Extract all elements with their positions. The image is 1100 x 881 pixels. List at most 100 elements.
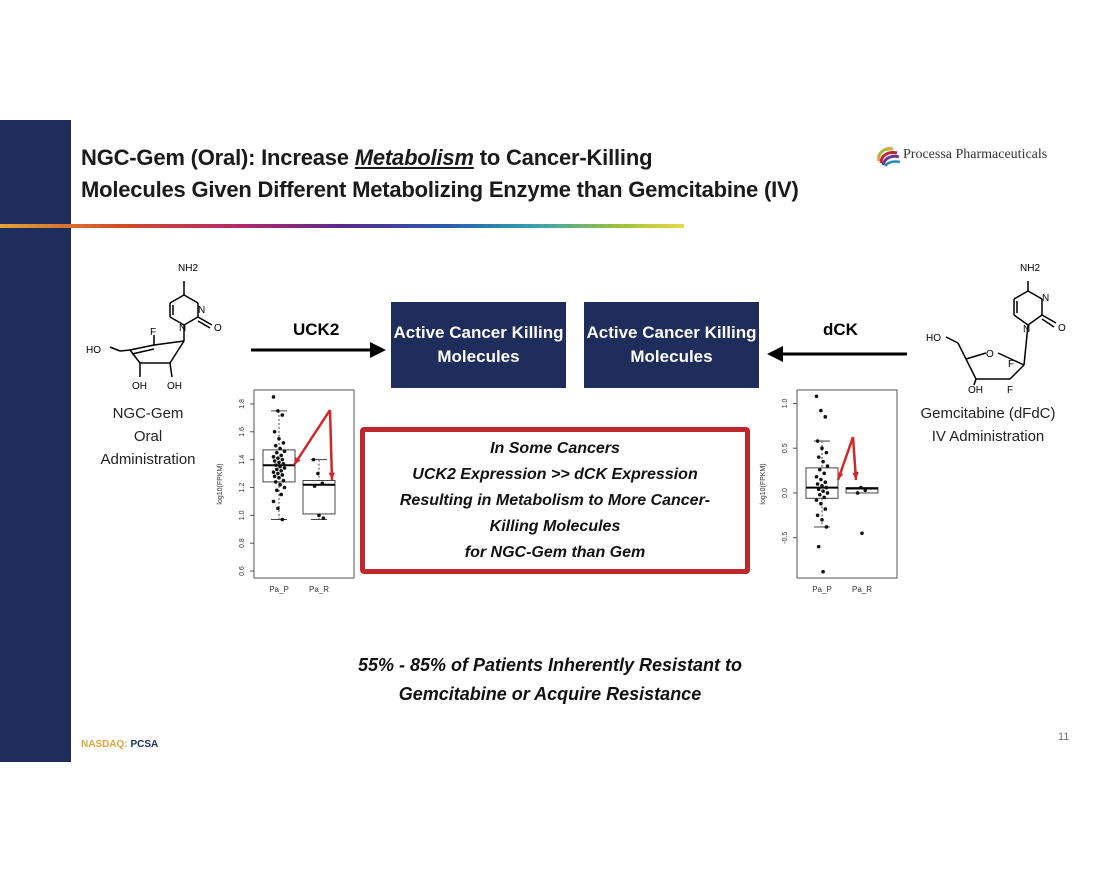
data-point xyxy=(818,492,822,497)
data-point xyxy=(825,491,830,495)
data-point xyxy=(815,513,820,518)
svg-text:N: N xyxy=(1042,293,1049,304)
data-point xyxy=(821,459,825,464)
logo-wordmark: Processa Pharmaceuticals xyxy=(903,147,1048,162)
red-arrowhead-icon xyxy=(294,457,301,465)
y-axis-label: log10(FPKM) xyxy=(217,463,224,504)
data-point xyxy=(278,446,282,451)
y-tick-label: 0.8 xyxy=(239,538,246,548)
data-point xyxy=(320,481,325,486)
page-number: 11 xyxy=(1058,731,1070,743)
y-tick-label: 0.6 xyxy=(239,566,246,576)
data-point xyxy=(823,415,828,419)
data-point xyxy=(279,492,283,497)
data-point xyxy=(276,409,280,413)
data-point xyxy=(824,525,829,529)
data-point xyxy=(278,482,282,487)
callout-line: Killing Molecules xyxy=(489,517,621,535)
svg-text:NH2: NH2 xyxy=(1020,263,1040,274)
y-tick-label: 0.5 xyxy=(782,443,789,453)
data-point xyxy=(823,480,828,485)
callout-box: In Some Cancers UCK2 Expression >> dCK E… xyxy=(360,427,750,574)
uck2-label: UCK2 xyxy=(293,320,340,339)
data-point xyxy=(273,463,278,467)
ticker-label: PCSA xyxy=(130,739,159,750)
data-point xyxy=(277,436,281,441)
gemcitabine-caption: Gemcitabine (dFdC) IV Administration xyxy=(920,405,1056,445)
data-point xyxy=(820,518,824,522)
active-molecules-box-right: Active Cancer Killing Molecules xyxy=(584,302,759,388)
data-point xyxy=(860,531,864,536)
data-point xyxy=(272,459,277,463)
data-point xyxy=(321,516,326,520)
data-point xyxy=(271,395,276,399)
dck-arrow-icon xyxy=(767,346,907,362)
data-point xyxy=(819,477,823,482)
data-point xyxy=(814,394,819,399)
red-arrowhead-icon xyxy=(837,472,844,480)
data-point xyxy=(316,471,320,476)
data-point xyxy=(276,471,280,476)
data-point xyxy=(271,455,276,459)
slide-title-line-1: NGC-Gem (Oral): Increase Metabolism to C… xyxy=(81,145,653,170)
data-point xyxy=(819,408,823,413)
data-point xyxy=(823,507,828,511)
data-point xyxy=(271,499,276,504)
svg-text:O: O xyxy=(1058,323,1066,334)
uck2-arrow-icon xyxy=(251,342,386,358)
svg-text:HO: HO xyxy=(86,345,101,356)
data-point xyxy=(279,453,283,458)
dck-boxplot: -0.5 0.0 0.5 1.0 log10(FPKM) Pa_P Pa_R xyxy=(760,389,898,594)
y-tick-label: 1.0 xyxy=(782,398,789,408)
red-arrowhead-icon xyxy=(852,472,859,480)
data-point xyxy=(863,488,868,493)
y-tick-label: 0.0 xyxy=(782,488,789,498)
data-point xyxy=(824,485,829,490)
red-arrowhead-icon xyxy=(328,472,335,480)
x-category-label: Pa_R xyxy=(309,585,329,594)
y-tick-label: -0.5 xyxy=(782,532,789,544)
data-point xyxy=(282,485,287,490)
y-tick-label: 1.4 xyxy=(239,455,246,465)
y-axis-label: log10(FPKM) xyxy=(760,463,767,504)
resistance-statement-line-2: Gemcitabine or Acquire Resistance xyxy=(398,684,702,704)
swirl-logo-icon xyxy=(877,147,901,167)
gemcitabine-structure: NH2 N N O O F F HO OH xyxy=(926,263,1066,395)
data-point xyxy=(818,467,822,472)
data-point xyxy=(276,456,280,461)
x-category-label: Pa_P xyxy=(812,585,832,594)
data-point xyxy=(317,513,321,518)
svg-text:O: O xyxy=(986,349,994,360)
data-point xyxy=(820,446,824,450)
data-point xyxy=(277,475,281,480)
ngc-gem-caption: NGC-Gem Oral Administration xyxy=(100,405,196,468)
company-logo: Processa Pharmaceuticals xyxy=(873,141,1073,171)
svg-text:OH: OH xyxy=(132,381,147,392)
data-point xyxy=(816,455,821,459)
data-point xyxy=(275,450,279,455)
data-point xyxy=(280,413,285,417)
data-point xyxy=(281,478,286,483)
data-point xyxy=(272,429,277,434)
red-arrow-icon xyxy=(328,409,334,481)
data-point xyxy=(814,498,819,502)
iqr-box xyxy=(302,480,336,515)
footer-ticker: NASDAQ: PCSA xyxy=(81,739,158,750)
data-point xyxy=(282,466,287,470)
data-point xyxy=(280,473,285,477)
svg-text:NH2: NH2 xyxy=(178,263,198,274)
data-point xyxy=(277,460,281,465)
callout-line: for NGC-Gem than Gem xyxy=(464,543,646,561)
data-point xyxy=(282,449,287,454)
data-point xyxy=(276,506,280,511)
active-molecules-box-left: Active Cancer Killing Molecules xyxy=(391,302,566,388)
title-underline-gradient xyxy=(0,224,684,228)
svg-text:N: N xyxy=(198,305,205,316)
data-point xyxy=(815,439,820,443)
exchange-label: NASDAQ: xyxy=(81,739,128,750)
data-point xyxy=(814,475,819,479)
svg-text:F: F xyxy=(1007,385,1013,395)
iqr-box xyxy=(805,467,839,499)
data-point xyxy=(824,450,829,455)
data-point xyxy=(855,491,860,495)
